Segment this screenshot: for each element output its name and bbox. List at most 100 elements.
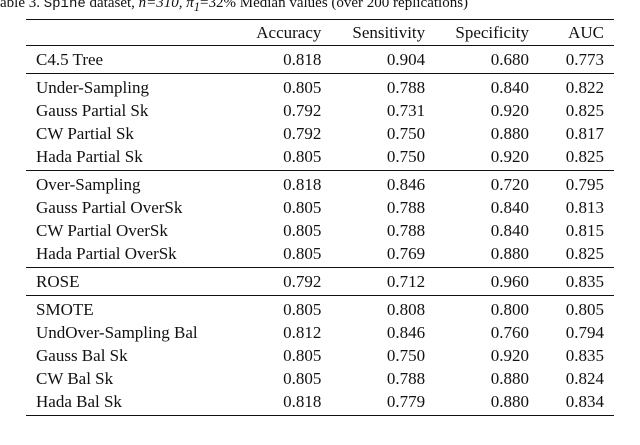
accuracy-cell: 0.792 [283,124,322,143]
method-cell: UndOver-Sampling Bal [36,323,198,342]
caption-text-after-dataset: dataset, [85,0,139,11]
method-cell: Gauss Partial Sk [36,101,149,120]
table-row: Gauss Partial Sk 0.792 0.731 0.920 0.825 [26,99,614,122]
results-table: Accuracy Sensitivity Specificity AUC C4.… [26,19,614,416]
table-row: CW Bal Sk 0.805 0.788 0.880 0.824 [26,367,614,390]
method-cell: CW Partial Sk [36,124,134,143]
sensitivity-cell: 0.731 [386,101,426,120]
table-row: Under-Sampling 0.805 0.788 0.840 0.822 [26,73,614,99]
method-cell: Gauss Partial OverSk [36,198,183,217]
specificity-cell: 0.960 [427,267,532,296]
auc-cell: 0.835 [531,267,614,296]
table-row: ROSE 0.792 0.712 0.960 0.835 [26,267,614,296]
sensitivity-cell: 0.788 [386,221,426,240]
accuracy-cell: 0.805 [231,295,324,321]
specificity-cell: 0.760 [490,323,530,342]
accuracy-cell: 0.805 [283,346,322,365]
auc-cell: 0.834 [531,390,614,416]
specificity-cell: 0.880 [490,369,530,388]
accuracy-cell: 0.805 [231,73,324,99]
table-caption: able 3. Spine dataset, n=310, π1=32% Med… [0,0,640,12]
accuracy-cell: 0.818 [231,45,324,74]
header-auc: AUC [531,19,614,46]
caption-rest: Median values (over 200 replications) [236,0,469,11]
caption-dataset: Spine [43,0,86,12]
method-cell: CW Bal Sk [36,369,114,388]
accuracy-cell: 0.818 [231,390,324,416]
specificity-cell: 0.920 [490,101,530,120]
sensitivity-cell: 0.788 [386,198,426,217]
sensitivity-cell: 0.788 [386,369,426,388]
accuracy-cell: 0.805 [283,244,322,263]
accuracy-cell: 0.818 [231,170,324,196]
auc-cell: 0.822 [531,73,614,99]
method-cell: ROSE [26,267,232,296]
method-cell: SMOTE [26,295,232,321]
auc-cell: 0.817 [565,124,604,143]
table-row: Gauss Partial OverSk 0.805 0.788 0.840 0.813 [26,196,614,219]
table-row: C4.5 Tree 0.818 0.904 0.680 0.773 [26,45,614,74]
header-method [26,19,232,46]
table-row: Hada Bal Sk 0.818 0.779 0.880 0.834 [26,390,614,416]
specificity-cell: 0.920 [490,346,530,365]
specificity-cell: 0.800 [427,295,532,321]
caption-label: able 3. [0,0,40,11]
method-cell: Hada Partial Sk [36,147,143,166]
row-group: SMOTE 0.805 0.808 0.800 0.805 UndOver-Samplin… [26,295,614,416]
accuracy-cell: 0.792 [283,101,322,120]
method-cell: Hada Partial OverSk [36,244,177,263]
table-row: CW Partial Sk 0.792 0.750 0.880 0.817 [26,122,614,145]
specificity-cell: 0.920 [490,147,530,166]
specificity-cell: 0.720 [427,170,532,196]
auc-cell: 0.835 [565,346,604,365]
auc-cell: 0.825 [565,244,604,263]
auc-cell: 0.794 [565,323,604,342]
header-sensitivity: Sensitivity [323,19,428,46]
specificity-cell: 0.840 [490,198,530,217]
auc-cell: 0.805 [531,295,614,321]
sensitivity-cell: 0.712 [323,267,428,296]
auc-cell: 0.825 [565,101,604,120]
sensitivity-cell: 0.904 [323,45,428,74]
caption-pct: =32% [200,0,237,11]
row-group: C4.5 Tree 0.818 0.904 0.680 0.773 [26,45,614,74]
table-row: Hada Partial Sk 0.805 0.750 0.920 0.825 [26,145,614,171]
method-cell: Gauss Bal Sk [36,346,128,365]
table-row: Over-Sampling 0.818 0.846 0.720 0.795 [26,170,614,196]
row-group: Under-Sampling 0.805 0.788 0.840 0.822 Gauss … [26,73,614,171]
specificity-cell: 0.840 [427,73,532,99]
table-row: SMOTE 0.805 0.808 0.800 0.805 [26,295,614,321]
accuracy-cell: 0.805 [283,198,322,217]
auc-cell: 0.813 [565,198,604,217]
header-accuracy: Accuracy [231,19,324,46]
sensitivity-cell: 0.846 [386,323,426,342]
specificity-cell: 0.880 [490,244,530,263]
header-specificity: Specificity [427,19,532,46]
sensitivity-cell: 0.808 [323,295,428,321]
method-cell: CW Partial OverSk [36,221,168,240]
row-group: Over-Sampling 0.818 0.846 0.720 0.795 Gauss P… [26,170,614,268]
auc-cell: 0.773 [531,45,614,74]
sensitivity-cell: 0.779 [323,390,428,416]
accuracy-cell: 0.805 [283,369,322,388]
row-group: ROSE 0.792 0.712 0.960 0.835 [26,267,614,296]
accuracy-cell: 0.805 [283,221,322,240]
method-cell: Hada Bal Sk [26,390,232,416]
specificity-cell: 0.840 [490,221,530,240]
sensitivity-cell: 0.750 [386,124,426,143]
header-row: Accuracy Sensitivity Specificity AUC [26,19,614,46]
accuracy-cell: 0.805 [283,147,322,166]
caption-sub: 1 [193,0,201,12]
sensitivity-cell: 0.750 [386,346,426,365]
auc-cell: 0.824 [565,369,604,388]
table-row: UndOver-Sampling Bal 0.812 0.846 0.760 0.794 [26,321,614,344]
method-cell: Under-Sampling [26,73,232,99]
table-row: Hada Partial OverSk 0.805 0.769 0.880 0.825 [26,242,614,268]
accuracy-cell: 0.812 [283,323,322,342]
specificity-cell: 0.680 [427,45,532,74]
table-row: Gauss Bal Sk 0.805 0.750 0.920 0.835 [26,344,614,367]
caption-n-expr: n=310, π [138,0,194,11]
auc-cell: 0.795 [531,170,614,196]
sensitivity-cell: 0.846 [323,170,428,196]
method-cell: C4.5 Tree [26,45,232,74]
